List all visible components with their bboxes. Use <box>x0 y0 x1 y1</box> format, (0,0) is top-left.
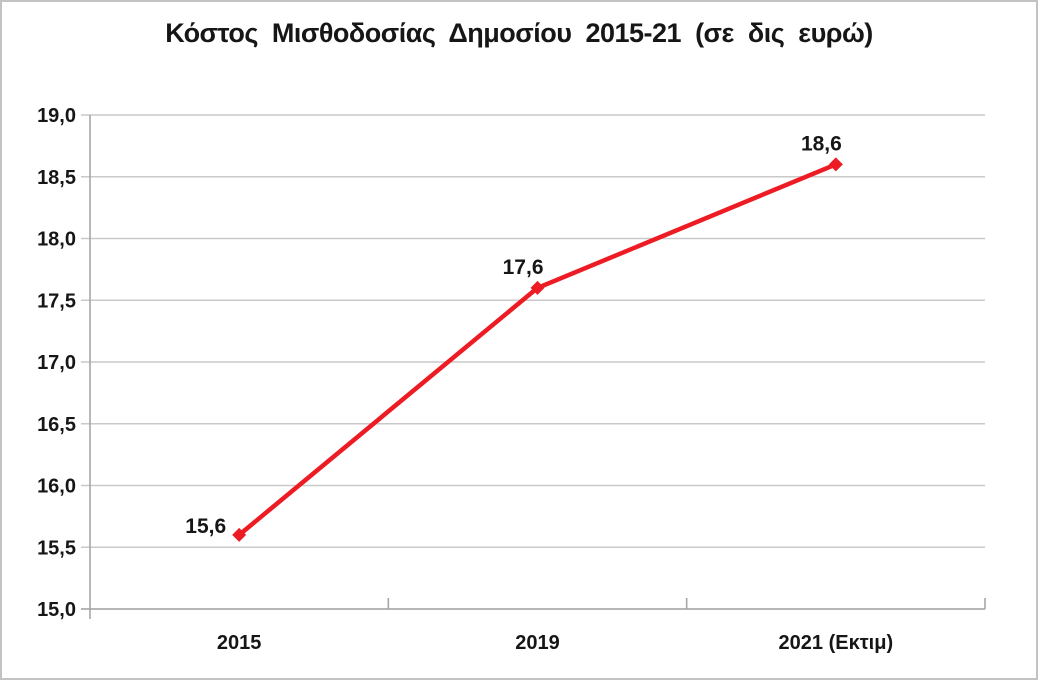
y-axis-tick-label: 16,0 <box>37 476 76 498</box>
data-point-marker <box>530 280 545 295</box>
y-axis-tick-label: 18,5 <box>37 167 76 189</box>
y-axis-tick-label: 18,0 <box>37 229 76 251</box>
y-axis-tick-label: 15,5 <box>37 537 76 559</box>
y-axis-tick-label: 16,5 <box>37 414 76 436</box>
y-axis-tick-label: 17,5 <box>37 290 76 312</box>
data-point-marker <box>828 157 843 172</box>
x-axis-category-label: 2019 <box>515 632 560 654</box>
y-axis-tick-label: 17,0 <box>37 352 76 374</box>
data-point-marker <box>232 527 247 542</box>
y-axis-tick-label: 15,0 <box>37 599 76 621</box>
x-axis-category-label: 2015 <box>217 632 262 654</box>
y-axis-tick-label: 19,0 <box>37 105 76 127</box>
x-axis-category-label: 2021 (Εκτιμ) <box>779 632 894 654</box>
data-point-label: 17,6 <box>503 256 544 279</box>
data-point-label: 15,6 <box>185 515 226 538</box>
data-point-label: 18,6 <box>801 132 842 155</box>
data-line <box>236 162 839 538</box>
chart-title: Κόστος Μισθοδοσίας Δημοσίου 2015-21 (σε … <box>165 18 873 48</box>
